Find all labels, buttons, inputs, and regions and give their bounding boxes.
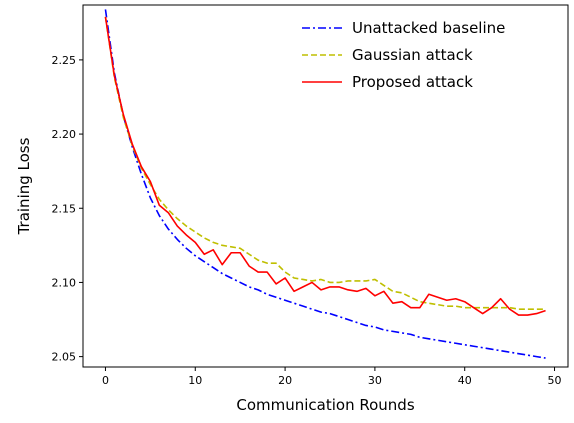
x-tick-label: 0	[102, 374, 109, 387]
y-tick-label: 2.25	[52, 54, 77, 67]
y-tick-label: 2.10	[52, 276, 77, 289]
x-tick-label: 50	[548, 374, 562, 387]
x-tick-label: 20	[278, 374, 292, 387]
x-tick-label: 40	[458, 374, 472, 387]
plot-lines	[104, 9, 546, 359]
x-tick-label: 30	[368, 374, 382, 387]
legend: Unattacked baseline Gaussian attack Propos…	[302, 19, 505, 91]
plot-frame	[82, 4, 569, 368]
legend-label-3: Proposed attack	[352, 73, 473, 91]
x-axis-ticks: 0 10 20 30 40 50	[102, 367, 562, 387]
y-axis-ticks: 2.05 2.10 2.15 2.20 2.25	[52, 54, 83, 364]
legend-label-1: Unattacked baseline	[352, 19, 505, 37]
y-axis-label: Training Loss	[15, 137, 33, 235]
y-tick-label: 2.05	[52, 351, 77, 364]
series-line-3	[104, 16, 546, 316]
y-tick-label: 2.15	[52, 202, 77, 215]
y-tick-label: 2.20	[52, 128, 77, 141]
series-line-2	[104, 16, 546, 310]
x-axis-label: Communication Rounds	[236, 396, 414, 414]
series-line-1	[104, 9, 546, 359]
legend-label-2: Gaussian attack	[352, 46, 473, 64]
x-tick-label: 10	[188, 374, 202, 387]
